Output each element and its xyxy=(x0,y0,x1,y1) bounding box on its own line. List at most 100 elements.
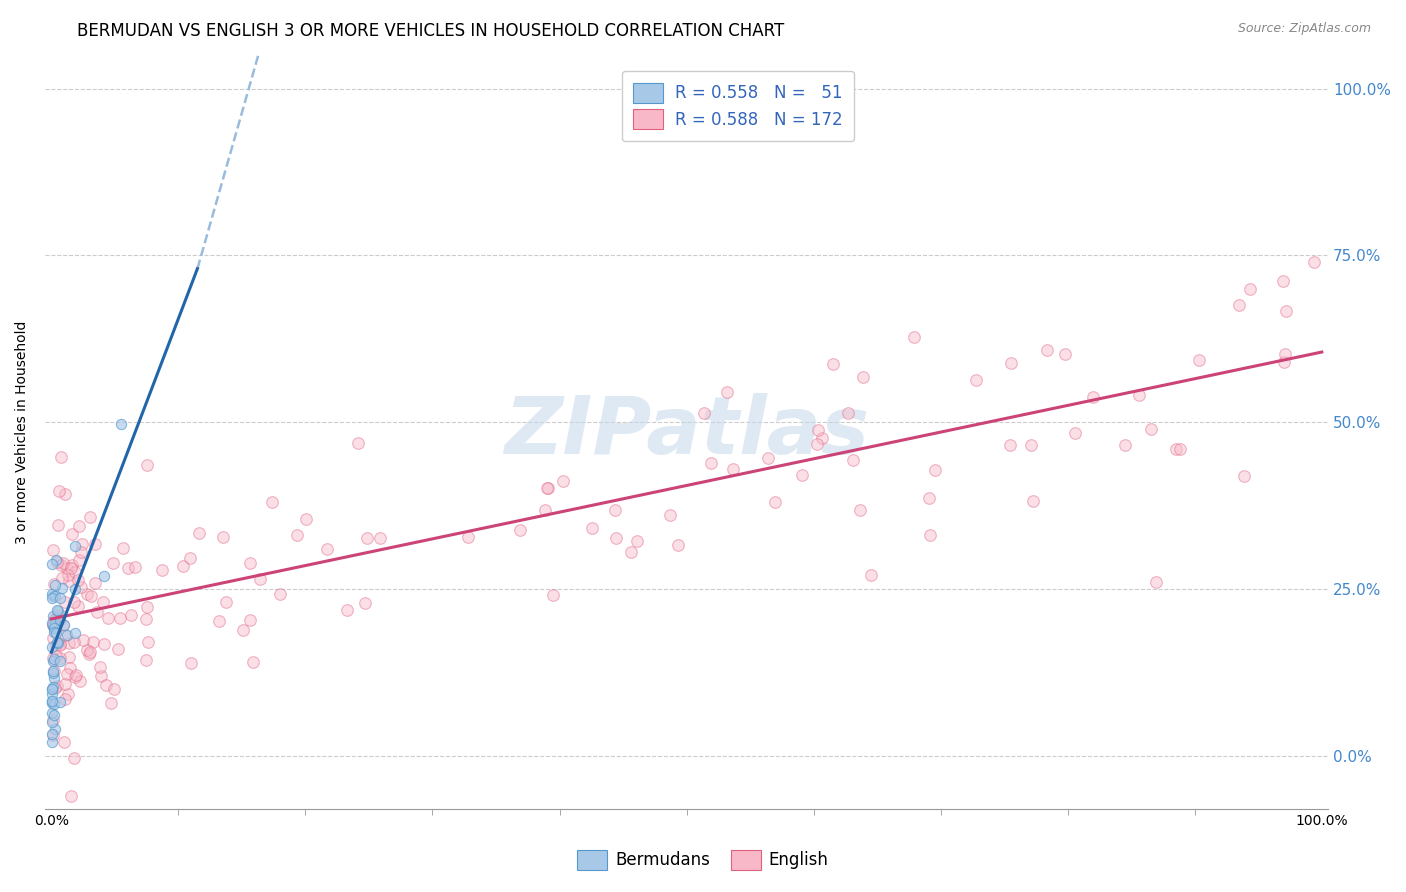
Point xyxy=(41,682,63,697)
Point xyxy=(84,537,107,551)
Point xyxy=(41,681,63,696)
Point xyxy=(53,628,76,642)
Point xyxy=(758,451,780,466)
Point xyxy=(63,582,86,597)
Point xyxy=(260,494,283,508)
Point xyxy=(232,623,254,637)
Point xyxy=(249,572,271,586)
Point xyxy=(63,566,86,580)
Point xyxy=(59,561,82,575)
Point xyxy=(136,600,159,615)
Point xyxy=(536,481,558,495)
Point xyxy=(101,556,124,570)
Point xyxy=(849,503,872,517)
Point xyxy=(135,458,157,472)
Point xyxy=(45,555,67,569)
Point xyxy=(1144,575,1167,590)
Point xyxy=(44,681,66,696)
Point xyxy=(45,626,67,640)
Point xyxy=(965,373,987,387)
Point xyxy=(41,616,63,631)
Point xyxy=(537,481,560,495)
Point xyxy=(212,530,235,544)
Point xyxy=(67,599,90,613)
Point xyxy=(41,696,63,710)
Point xyxy=(76,587,98,601)
Point xyxy=(63,626,86,640)
Point xyxy=(44,589,66,603)
Point xyxy=(96,611,118,625)
Point xyxy=(998,437,1021,451)
Point xyxy=(44,722,66,736)
Point xyxy=(42,714,65,728)
Point xyxy=(581,521,603,535)
Point xyxy=(49,613,72,627)
Point xyxy=(692,406,714,420)
Point xyxy=(44,707,66,722)
Point xyxy=(1000,356,1022,370)
Point xyxy=(1021,494,1043,508)
Point xyxy=(70,537,93,551)
Point xyxy=(76,642,98,657)
Point xyxy=(172,558,194,573)
Point xyxy=(1239,282,1261,296)
Point xyxy=(41,616,63,631)
Point xyxy=(42,621,65,635)
Point xyxy=(112,541,135,555)
Point xyxy=(63,539,86,553)
Point xyxy=(41,680,63,694)
Point xyxy=(60,789,83,803)
Point xyxy=(1272,275,1295,289)
Point xyxy=(1274,347,1296,361)
Legend: R = 0.558   N =   51, R = 0.588   N = 172: R = 0.558 N = 51, R = 0.588 N = 172 xyxy=(621,71,855,141)
Point xyxy=(356,531,378,545)
Point xyxy=(918,528,941,542)
Point xyxy=(763,495,786,509)
Point xyxy=(93,569,115,583)
Point xyxy=(58,650,80,665)
Point xyxy=(77,647,100,661)
Point xyxy=(72,633,94,648)
Point xyxy=(79,645,101,659)
Point xyxy=(66,573,89,587)
Point xyxy=(46,609,69,624)
Point xyxy=(42,654,65,668)
Point xyxy=(90,669,112,683)
Point xyxy=(63,670,86,684)
Point xyxy=(58,574,80,588)
Point xyxy=(59,661,82,675)
Point xyxy=(41,619,63,633)
Point xyxy=(84,576,107,591)
Point xyxy=(551,474,574,488)
Point xyxy=(603,502,626,516)
Point xyxy=(810,431,832,445)
Point xyxy=(93,637,115,651)
Point xyxy=(91,595,114,609)
Point xyxy=(42,651,65,665)
Point xyxy=(41,693,63,707)
Y-axis label: 3 or more Vehicles in Household: 3 or more Vehicles in Household xyxy=(15,320,30,544)
Point xyxy=(509,523,531,537)
Point xyxy=(46,517,69,532)
Point xyxy=(79,509,101,524)
Point xyxy=(42,624,65,639)
Point xyxy=(699,456,721,470)
Point xyxy=(1063,426,1085,441)
Point xyxy=(41,557,63,571)
Point xyxy=(295,512,318,526)
Point xyxy=(89,660,111,674)
Point xyxy=(41,694,63,708)
Point xyxy=(53,677,76,691)
Point xyxy=(180,656,202,670)
Point xyxy=(49,637,72,651)
Point xyxy=(716,384,738,399)
Point xyxy=(62,750,84,764)
Text: BERMUDAN VS ENGLISH 3 OR MORE VEHICLES IN HOUSEHOLD CORRELATION CHART: BERMUDAN VS ENGLISH 3 OR MORE VEHICLES I… xyxy=(77,22,785,40)
Point xyxy=(135,612,157,626)
Point xyxy=(69,674,91,689)
Point xyxy=(239,557,262,571)
Point xyxy=(56,627,79,641)
Point xyxy=(316,541,339,556)
Point xyxy=(55,666,77,681)
Point xyxy=(44,613,66,627)
